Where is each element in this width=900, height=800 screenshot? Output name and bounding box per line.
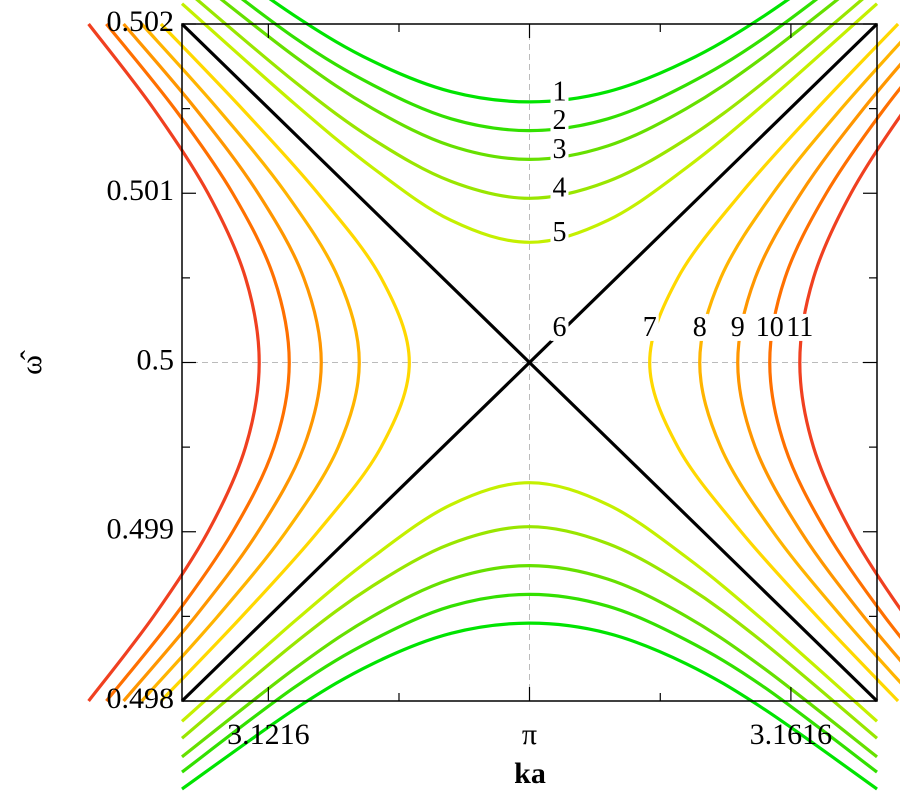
curve-label: 3: [553, 134, 567, 165]
curve-label: 4: [553, 173, 567, 204]
curve: [698, 40, 900, 685]
curve: [87, 23, 261, 702]
label-background: [640, 313, 659, 341]
curve: [798, 113, 900, 612]
curve: [180, 2, 879, 244]
label-background: [550, 135, 569, 163]
curve: [240, 0, 819, 133]
x-tick-label: π: [522, 718, 537, 751]
curve: [180, 481, 879, 723]
curve: [180, 22, 879, 703]
curve-label: 8: [693, 312, 707, 343]
curve-label: 2: [553, 105, 567, 136]
label-background: [550, 78, 569, 106]
label-background: [784, 313, 816, 341]
curve-label: 6: [553, 312, 567, 343]
x-tick-label: 3.1616: [750, 718, 833, 751]
curve: [768, 85, 900, 640]
curve: [105, 22, 291, 703]
curve: [180, 525, 879, 740]
curve-label: 5: [553, 217, 567, 248]
curve: [122, 22, 323, 703]
y-tick-label: 0.502: [107, 5, 175, 38]
curve: [195, 0, 864, 200]
curve-label: 9: [731, 312, 745, 343]
curve-label: 7: [643, 312, 657, 343]
y-axis-label: ω̂: [15, 350, 48, 375]
label-background: [728, 313, 747, 341]
y-tick-label: 0.499: [107, 513, 175, 546]
curve-label: 10: [756, 312, 784, 343]
y-tick-label: 0.498: [107, 682, 175, 715]
x-axis-label: ka: [514, 757, 546, 790]
y-tick-label: 0.5: [137, 343, 175, 376]
label-background: [550, 107, 569, 135]
curve: [219, 0, 840, 162]
curve-label: 11: [786, 312, 813, 343]
curve-label: 1: [553, 76, 567, 107]
label-background: [550, 174, 569, 202]
curve: [140, 22, 361, 703]
curve: [159, 22, 411, 703]
label-background: [690, 313, 709, 341]
label-background: [550, 313, 569, 341]
curve: [181, 592, 878, 774]
label-background: [753, 313, 786, 341]
curve: [181, 563, 878, 759]
curve: [736, 62, 900, 663]
label-background: [550, 218, 569, 246]
curve: [648, 22, 900, 703]
x-tick-label: 3.1216: [227, 718, 310, 751]
y-tick-label: 0.501: [107, 174, 175, 207]
